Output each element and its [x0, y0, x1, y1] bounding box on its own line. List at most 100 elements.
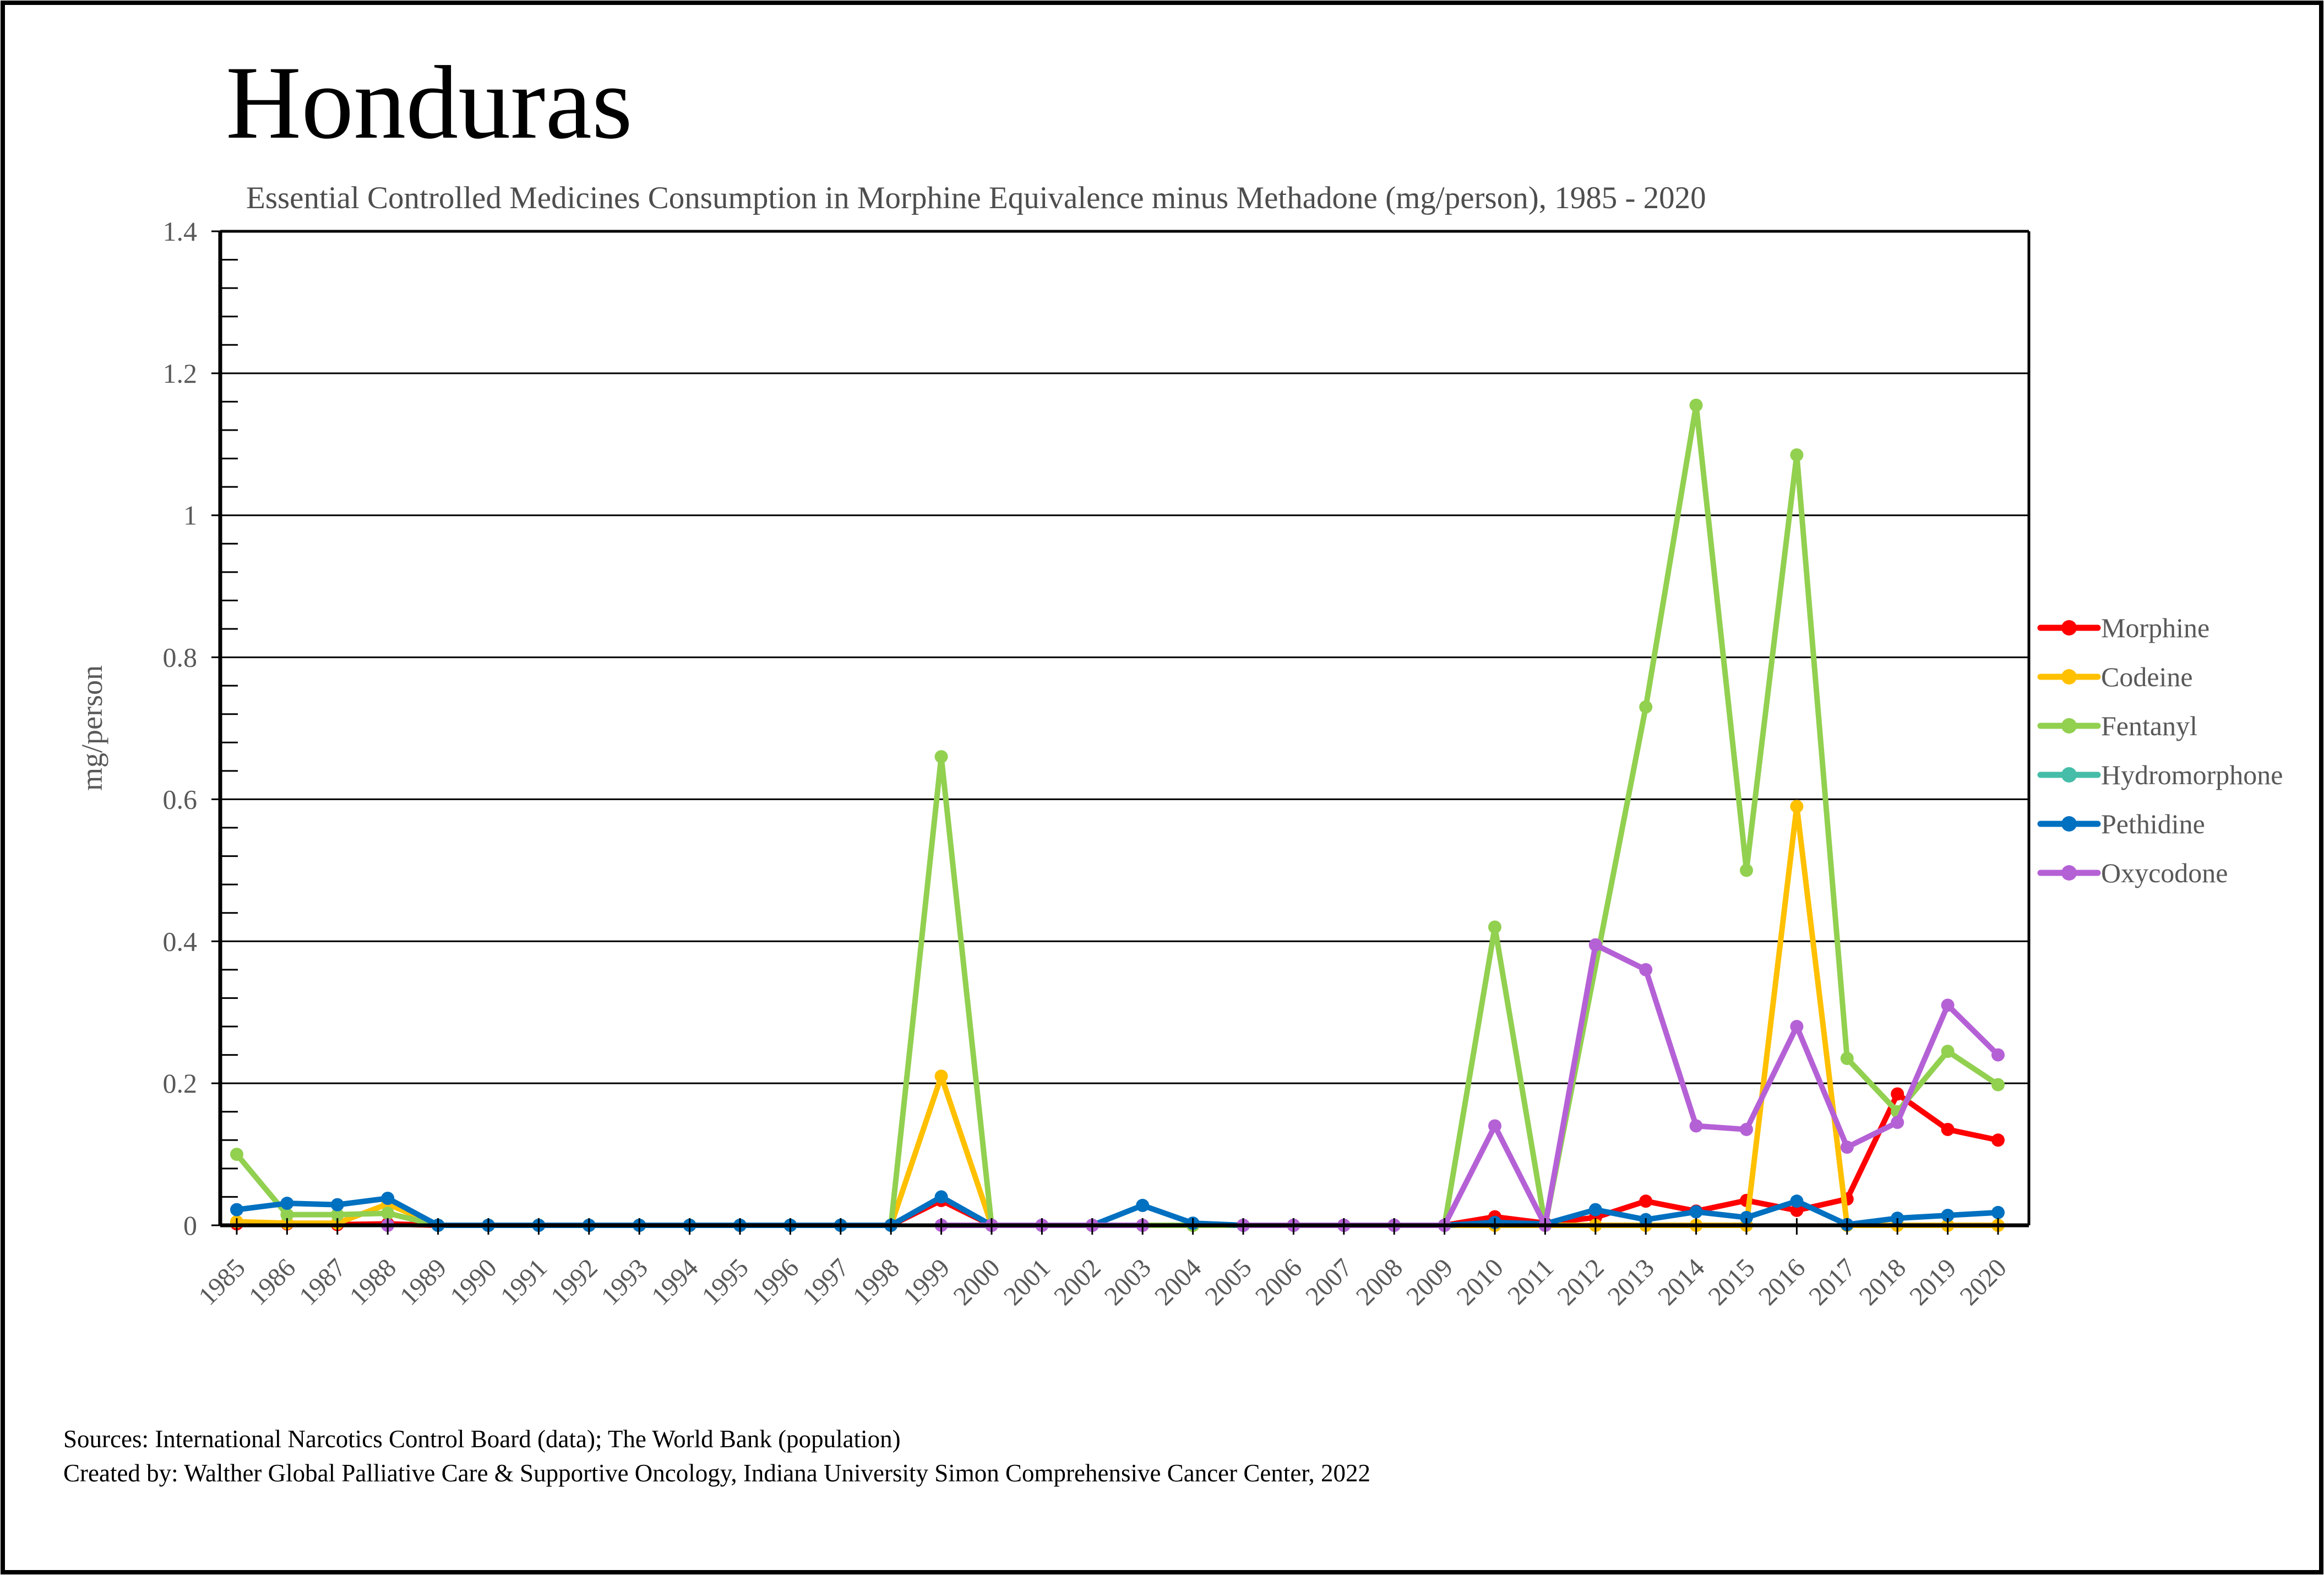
data-point-oxycodone — [1840, 1140, 1854, 1154]
y-axis-title: mg/person — [75, 665, 108, 791]
data-point-pethidine — [381, 1192, 395, 1205]
x-tick-label: 1996 — [747, 1253, 804, 1311]
data-point-oxycodone — [1740, 1122, 1753, 1136]
legend-dot-marker — [2061, 620, 2077, 636]
x-tick-label: 2001 — [998, 1253, 1056, 1311]
x-tick-label: 2005 — [1199, 1253, 1257, 1311]
legend-item-hydromorphone: Hydromorphone — [2037, 759, 2283, 790]
data-point-oxycodone — [1891, 1116, 1904, 1129]
data-point-codeine — [934, 1069, 948, 1083]
x-tick-label: 1985 — [193, 1253, 251, 1311]
data-series — [230, 398, 2005, 1232]
data-point-fentanyl — [1689, 398, 1703, 412]
data-point-pethidine — [1941, 1208, 1955, 1222]
legend-dot-marker — [2061, 767, 2077, 783]
data-point-pethidine — [330, 1198, 344, 1212]
y-tick-label: 1.4 — [163, 216, 198, 247]
data-point-oxycodone — [1941, 998, 1955, 1012]
x-tick-label: 1994 — [646, 1253, 704, 1311]
x-tick-label: 2008 — [1351, 1253, 1408, 1311]
x-tick-label: 2014 — [1652, 1253, 1710, 1311]
data-point-oxycodone — [1689, 1119, 1703, 1133]
y-tick-label: 1.2 — [163, 358, 198, 389]
legend-item-pethidine: Pethidine — [2037, 808, 2205, 839]
data-point-pethidine — [1689, 1205, 1703, 1219]
data-point-fentanyl — [1991, 1078, 2005, 1091]
y-tick-label: 0.2 — [163, 1068, 198, 1099]
data-point-pethidine — [1991, 1205, 2005, 1219]
x-tick-label: 1988 — [344, 1253, 402, 1311]
y-tick-label: 0 — [183, 1210, 197, 1241]
series-line-morphine — [234, 1091, 2001, 1228]
x-tick-label: 2006 — [1250, 1253, 1308, 1311]
axes: 0 0.2 0.4 0.6 0.8 1 1.2 1.4 19851986198719881989… — [163, 216, 2031, 1311]
series-fentanyl — [230, 398, 2005, 1232]
data-point-pethidine — [934, 1190, 948, 1204]
data-point-oxycodone — [1790, 1020, 1804, 1033]
data-point-fentanyl — [1790, 448, 1804, 462]
data-point-pethidine — [1136, 1198, 1150, 1212]
data-point-oxycodone — [1588, 938, 1602, 952]
x-tick-label: 1997 — [797, 1253, 855, 1311]
x-tick-label: 2000 — [948, 1253, 1005, 1311]
x-tick-label: 1995 — [696, 1253, 754, 1311]
legend-dot-marker — [2061, 669, 2077, 685]
series-line-codeine — [234, 803, 2001, 1228]
data-point-fentanyl — [1740, 863, 1753, 877]
x-tick-label: 1991 — [495, 1253, 553, 1311]
x-tick-label: 1999 — [897, 1253, 955, 1311]
data-point-fentanyl — [1941, 1045, 1955, 1058]
x-tick-label: 2002 — [1048, 1253, 1106, 1311]
data-point-morphine — [1790, 1203, 1804, 1217]
y-tick-label: 0.4 — [163, 926, 198, 957]
data-point-oxycodone — [1991, 1048, 2005, 1062]
x-tick-label: 1998 — [847, 1253, 905, 1311]
data-point-codeine — [1790, 800, 1804, 813]
data-point-oxycodone — [1488, 1119, 1501, 1133]
x-tick-label: 2012 — [1552, 1253, 1609, 1311]
legend-item-fentanyl: Fentanyl — [2037, 710, 2197, 741]
data-point-fentanyl — [381, 1207, 395, 1220]
data-point-fentanyl — [330, 1208, 344, 1221]
data-point-fentanyl — [1840, 1052, 1854, 1066]
sources-line: Sources: International Narcotics Control… — [63, 1425, 901, 1453]
y-tick-label: 0.8 — [163, 642, 198, 673]
legend-item-oxycodone: Oxycodone — [2037, 857, 2228, 888]
legend-item-codeine: Codeine — [2037, 661, 2193, 692]
x-tick-label: 2016 — [1753, 1253, 1811, 1311]
x-tick-label: 1987 — [293, 1253, 351, 1311]
legend: Morphine Codeine Fentanyl Hydromorphone Peth… — [2037, 612, 2283, 888]
legend-label: Oxycodone — [2101, 857, 2228, 888]
x-tick-label: 1990 — [444, 1253, 502, 1311]
legend-label: Fentanyl — [2101, 710, 2197, 741]
x-tick-label: 2007 — [1300, 1253, 1358, 1311]
x-tick-label: 2003 — [1099, 1253, 1157, 1311]
legend-label: Morphine — [2101, 612, 2209, 643]
chart-subtitle: Essential Controlled Medicines Consumpti… — [246, 181, 1706, 215]
created-by-line: Created by: Walther Global Palliative Ca… — [63, 1459, 1370, 1487]
series-morphine — [230, 1087, 2005, 1232]
data-point-fentanyl — [1488, 920, 1501, 934]
series-line-fentanyl — [234, 402, 2001, 1228]
data-point-fentanyl — [230, 1148, 243, 1161]
data-point-morphine — [1639, 1194, 1653, 1208]
data-point-fentanyl — [934, 750, 948, 764]
x-tick-label: 2015 — [1702, 1253, 1760, 1311]
x-tick-label: 1993 — [596, 1253, 654, 1311]
y-tick-label: 0.6 — [163, 784, 198, 814]
data-point-pethidine — [1790, 1194, 1804, 1208]
x-tick-label: 1989 — [394, 1253, 452, 1311]
y-tick-label: 1 — [183, 500, 197, 531]
data-point-pethidine — [230, 1203, 243, 1216]
data-point-pethidine — [280, 1197, 294, 1210]
series-line-oxycodone — [1240, 942, 2001, 1228]
data-point-fentanyl — [280, 1208, 294, 1221]
x-tick-label: 2013 — [1602, 1253, 1660, 1311]
data-point-morphine — [1941, 1122, 1955, 1136]
x-tick-label: 1986 — [243, 1253, 301, 1311]
legend-item-morphine: Morphine — [2037, 612, 2209, 643]
legend-label: Hydromorphone — [2101, 759, 2283, 790]
x-tick-label: 2017 — [1803, 1253, 1861, 1311]
